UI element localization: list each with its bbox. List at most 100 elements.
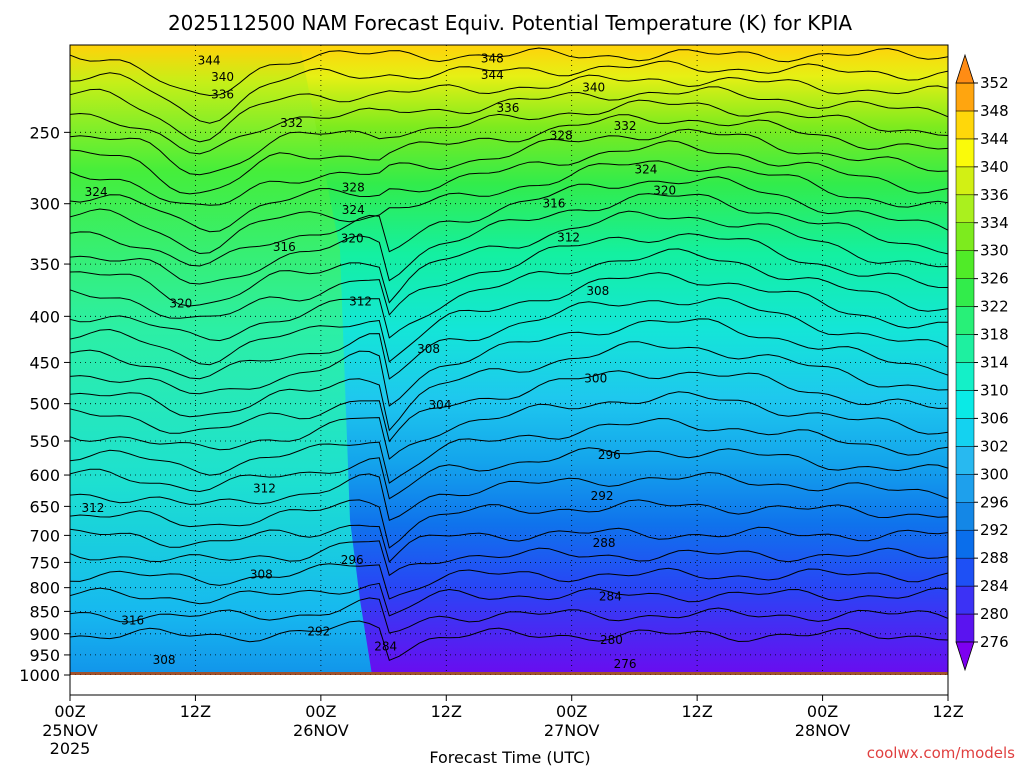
contour-label-37: 308 — [153, 653, 176, 667]
colorbar-label-19: 348 — [980, 102, 1009, 120]
colorbar-arrow-bottom — [955, 641, 975, 672]
contour-label-5: 340 — [582, 81, 605, 95]
contour-label-22: 308 — [417, 342, 440, 356]
y-tick-label-3: 400 — [29, 307, 60, 326]
x-tick-label-0: 00Z — [54, 702, 85, 721]
colorbar-label-6: 300 — [980, 465, 1009, 483]
contour-label-7: 332 — [280, 116, 303, 130]
contour-line — [70, 193, 948, 285]
contour-label-11: 320 — [653, 183, 676, 197]
x-tick-label-1: 12Z — [180, 702, 211, 721]
contour-label-4: 344 — [481, 68, 504, 82]
contour-line — [70, 447, 948, 500]
contour-label-12: 324 — [85, 185, 108, 199]
x-tick-label-6: 00Z — [807, 702, 838, 721]
contour-line — [70, 597, 948, 634]
colorbar-segment — [955, 474, 975, 503]
contour-line — [70, 499, 948, 549]
colorbar-label-16: 336 — [980, 186, 1009, 204]
contour-label-24: 304 — [429, 398, 452, 412]
colorbar-label-7: 302 — [980, 437, 1009, 455]
contour-line — [70, 563, 948, 600]
contour-line — [70, 60, 948, 124]
colorbar-segment — [955, 446, 975, 475]
x-tick-label-4: 00Z — [556, 702, 587, 721]
y-axis: 250 300 350 400 450 500 550 600 650 700 750 800 850 9… — [19, 123, 70, 685]
contour-label-21: 320 — [169, 296, 192, 310]
contour-label-15: 316 — [542, 197, 565, 211]
contour-line — [70, 318, 948, 407]
contour-label-34: 292 — [307, 625, 330, 639]
colorbar-segment — [955, 613, 975, 643]
contour-label-group: 344 340 336 348 344 340 336 332 328 332 324 320 324 3… — [82, 51, 677, 670]
contour-line — [70, 582, 948, 617]
credit-text: coolwx.com/models — [867, 744, 1015, 762]
colorbar-segment — [955, 502, 975, 531]
contour-label-9: 332 — [614, 119, 637, 133]
colorbar-segment — [955, 529, 975, 559]
colorbar-segment — [955, 585, 975, 615]
x-tick-label-2: 00Z — [305, 702, 336, 721]
contour-line — [70, 128, 948, 206]
contour-line — [70, 272, 948, 366]
y-tick-label-2: 350 — [29, 255, 60, 274]
colorbar-segment — [955, 306, 975, 335]
contour-line — [70, 99, 948, 176]
contour-label-19: 308 — [586, 284, 609, 298]
colorbar-label-4: 292 — [980, 521, 1009, 539]
contour-line — [70, 297, 948, 380]
contour-label-14: 324 — [342, 203, 365, 217]
colorbar-label-5: 296 — [980, 493, 1009, 511]
x-tick-date-6: 28NOV — [795, 721, 851, 740]
y-tick-label-9: 700 — [29, 526, 60, 545]
contour-line — [70, 176, 948, 267]
colorbar-label-1: 280 — [980, 605, 1009, 623]
y-tick-label-0: 250 — [29, 123, 60, 142]
contour-line — [70, 391, 948, 460]
contour-label-3: 348 — [481, 51, 504, 65]
y-tick-label-13: 900 — [29, 625, 60, 644]
x-tick-date-0: 25NOV — [42, 721, 98, 740]
contour-label-6: 336 — [497, 101, 520, 115]
contour-line — [70, 210, 948, 307]
contour-label-30: 296 — [341, 553, 364, 567]
colorbar-segment — [955, 222, 975, 251]
contour-line — [70, 114, 948, 195]
x-tick-year-0: 2025 — [50, 739, 91, 758]
x-axis-label: Forecast Time (UTC) — [429, 748, 590, 767]
colorbar-label-2: 284 — [980, 577, 1009, 595]
contour-label-1: 340 — [211, 70, 234, 84]
contour-label-20: 312 — [349, 294, 372, 308]
contour-label-18: 312 — [557, 230, 580, 244]
colorbar-segment — [955, 194, 975, 224]
colorbar-segment — [955, 250, 975, 279]
x-tick-date-2: 26NOV — [293, 721, 349, 740]
plot-frame — [69, 44, 949, 696]
contour-line — [70, 248, 948, 342]
colorbar-segment — [955, 418, 975, 447]
y-tick-label-4: 450 — [29, 353, 60, 372]
contour-line — [70, 370, 948, 443]
colorbar-segment — [955, 390, 975, 419]
contour-label-35: 284 — [374, 640, 397, 654]
contour-line — [70, 620, 948, 661]
colorbar-segment — [955, 166, 975, 196]
contour-label-28: 312 — [82, 501, 105, 515]
contour-label-10: 324 — [634, 163, 657, 177]
contour-line — [70, 160, 948, 255]
contour-line — [70, 86, 948, 155]
colorbar-segment — [955, 82, 975, 112]
contour-label-2: 336 — [211, 88, 234, 102]
y-tick-label-5: 500 — [29, 395, 60, 414]
contour-line — [70, 471, 948, 521]
contour-label-33: 316 — [121, 613, 144, 627]
y-tick-label-1: 300 — [29, 195, 60, 214]
contour-label-17: 316 — [273, 240, 296, 254]
colorbar: 276 280 284 288 292 296 300 302 306 310 314 318 322 3… — [955, 53, 1009, 672]
contour-label-0: 344 — [198, 53, 221, 67]
contour-label-23: 300 — [584, 372, 607, 386]
contour-label-13: 328 — [342, 181, 365, 195]
colorbar-label-13: 326 — [980, 270, 1009, 288]
colorbar-label-20: 352 — [980, 74, 1009, 92]
x-tick-date-4: 27NOV — [544, 721, 600, 740]
